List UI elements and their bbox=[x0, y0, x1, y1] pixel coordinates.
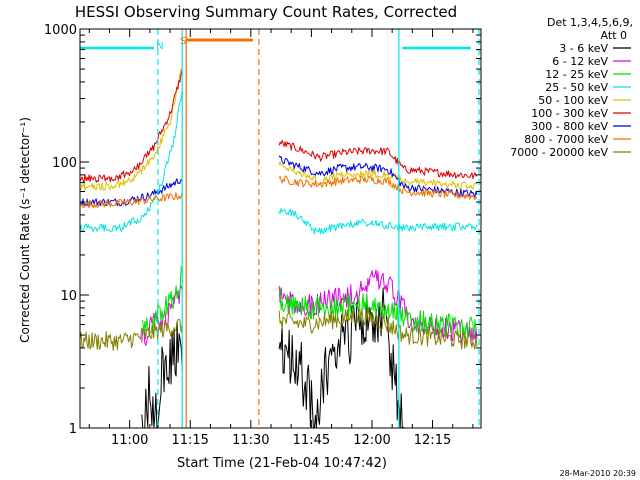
series-line-9-seg1 bbox=[79, 319, 183, 351]
x-tick-label-4: 11:45 bbox=[293, 433, 330, 448]
legend-label-1: 3 - 6 keV bbox=[559, 42, 608, 55]
series-line-2-seg1 bbox=[141, 285, 183, 346]
series-line-6-seg1 bbox=[79, 69, 183, 183]
legend-header-line-2: Att 0 bbox=[601, 29, 627, 42]
series-line-1-seg1 bbox=[141, 321, 183, 429]
chart-title: HESSI Observing Summary Count Rates, Cor… bbox=[75, 3, 457, 21]
series-line-5-seg1 bbox=[79, 67, 183, 192]
x-tick-label-2: 11:15 bbox=[171, 433, 208, 448]
footer-timestamp: 28-Mar-2010 20:39 bbox=[560, 469, 637, 478]
legend-label-3: 12 - 25 keV bbox=[545, 68, 608, 81]
y-tick-label-4: 1000 bbox=[44, 23, 77, 38]
y-tick-label-3: 100 bbox=[52, 156, 77, 171]
series-line-3-seg1 bbox=[141, 266, 183, 335]
series-line-9-seg2 bbox=[278, 307, 478, 350]
x-tick-label-3: 11:30 bbox=[232, 433, 269, 448]
axes: 1 10 100 1000 11:00 11:15 11:30 11:45 12:00 12:15 bbox=[44, 23, 482, 448]
series-line-4-seg1 bbox=[79, 91, 183, 233]
series-line-8-seg1 bbox=[79, 192, 183, 209]
x-tick-label-1: 11:00 bbox=[111, 433, 148, 448]
flag-label-s: S bbox=[180, 36, 186, 47]
series-line-8-seg2 bbox=[278, 175, 478, 200]
legend-label-8: 800 - 7000 keV bbox=[524, 133, 608, 146]
series-line-1-seg2 bbox=[278, 287, 405, 429]
legend-label-9: 7000 - 20000 keV bbox=[510, 146, 608, 159]
legend-label-2: 6 - 12 keV bbox=[552, 55, 608, 68]
legend-label-4: 25 - 50 keV bbox=[545, 81, 608, 94]
legend-header-line-1: Det 1,3,4,5,6,9, bbox=[547, 16, 633, 29]
legend-label-5: 50 - 100 keV bbox=[538, 94, 608, 107]
flag-label-n: N bbox=[156, 41, 163, 52]
x-tick-label-6: 12:15 bbox=[414, 433, 451, 448]
series-line-2-seg2 bbox=[278, 269, 478, 345]
series-line-5-seg2 bbox=[278, 161, 478, 190]
y-axis-label: Corrected Count Rate (s⁻¹ detector⁻¹) bbox=[18, 117, 32, 343]
series-line-3-seg2 bbox=[278, 288, 478, 339]
series-line-4-seg2 bbox=[278, 208, 478, 235]
series-line-7-seg2 bbox=[278, 155, 478, 198]
legend-label-6: 100 - 300 keV bbox=[531, 107, 608, 120]
series-line-7-seg1 bbox=[79, 178, 183, 207]
y-tick-label-1: 1 bbox=[69, 422, 77, 437]
legend-label-7: 300 - 800 keV bbox=[531, 120, 608, 133]
x-tick-label-5: 12:00 bbox=[353, 433, 390, 448]
x-axis-label: Start Time (21-Feb-04 10:47:42) bbox=[177, 456, 387, 471]
plot-frame bbox=[79, 28, 482, 429]
y-tick-label-2: 10 bbox=[60, 289, 77, 304]
series-line-6-seg2 bbox=[278, 139, 478, 180]
